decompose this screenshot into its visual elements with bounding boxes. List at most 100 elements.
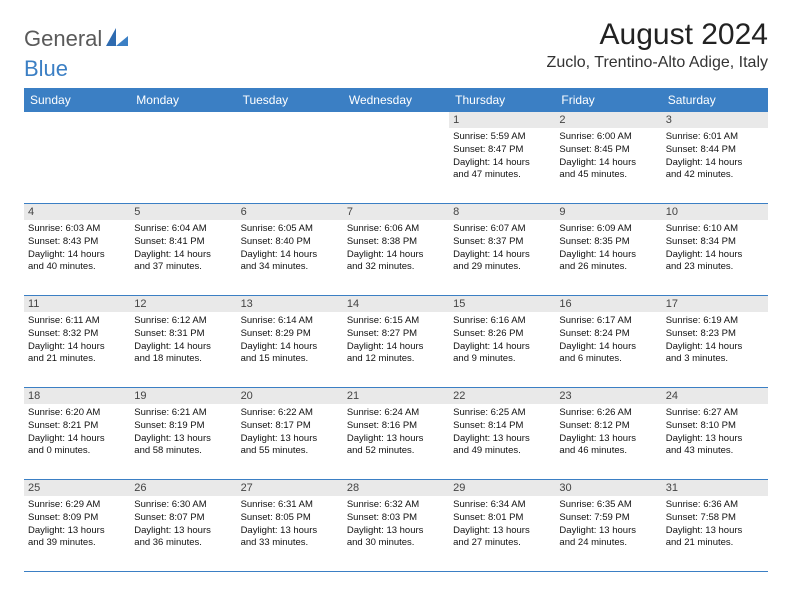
day-info: Sunrise: 6:24 AMSunset: 8:16 PMDaylight:… xyxy=(347,407,445,458)
sunset-text: Sunset: 8:34 PM xyxy=(666,236,764,249)
daylight-text-1: Daylight: 14 hours xyxy=(347,341,445,354)
day-info: Sunrise: 6:11 AMSunset: 8:32 PMDaylight:… xyxy=(28,315,126,366)
sunset-text: Sunset: 8:03 PM xyxy=(347,512,445,525)
day-info: Sunrise: 6:15 AMSunset: 8:27 PMDaylight:… xyxy=(347,315,445,366)
daylight-text-1: Daylight: 13 hours xyxy=(453,525,551,538)
daylight-text-1: Daylight: 13 hours xyxy=(28,525,126,538)
calendar-cell: 3Sunrise: 6:01 AMSunset: 8:44 PMDaylight… xyxy=(662,112,768,204)
sunrise-text: Sunrise: 6:36 AM xyxy=(666,499,764,512)
title-block: August 2024 Zuclo, Trentino-Alto Adige, … xyxy=(547,18,768,72)
day-number: 3 xyxy=(662,112,768,128)
daylight-text-1: Daylight: 14 hours xyxy=(28,341,126,354)
sunrise-text: Sunrise: 6:05 AM xyxy=(241,223,339,236)
calendar-cell: 21 Sunrise: 6:24 AMSunset: 8:16 PMDayligh… xyxy=(343,388,449,480)
daylight-text-2: and 45 minutes. xyxy=(559,169,657,182)
sunset-text: Sunset: 8:44 PM xyxy=(666,144,764,157)
calendar-cell: 13Sunrise: 6:14 AMSunset: 8:29 PMDayligh… xyxy=(237,296,343,388)
daylight-text-2: and 15 minutes. xyxy=(241,353,339,366)
sunset-text: Sunset: 8:32 PM xyxy=(28,328,126,341)
daylight-text-2: and 32 minutes. xyxy=(347,261,445,274)
day-number: 25 xyxy=(24,480,130,496)
day-number: 9 xyxy=(555,204,661,220)
day-info: Sunrise: 6:14 AMSunset: 8:29 PMDaylight:… xyxy=(241,315,339,366)
day-number: 14 xyxy=(343,296,449,312)
calendar-cell: 16Sunrise: 6:17 AMSunset: 8:24 PMDayligh… xyxy=(555,296,661,388)
daylight-text-2: and 0 minutes. xyxy=(28,445,126,458)
sunset-text: Sunset: 8:31 PM xyxy=(134,328,232,341)
daylight-text-2: and 42 minutes. xyxy=(666,169,764,182)
sunrise-text: Sunrise: 6:32 AM xyxy=(347,499,445,512)
sunrise-text: Sunrise: 6:35 AM xyxy=(559,499,657,512)
day-number: 22 xyxy=(449,388,555,404)
daylight-text-2: and 3 minutes. xyxy=(666,353,764,366)
sunrise-text: Sunrise: 6:27 AM xyxy=(666,407,764,420)
calendar-page: General August 2024 Zuclo, Trentino-Alto… xyxy=(0,0,792,582)
day-number: 20 xyxy=(237,388,343,404)
sunset-text: Sunset: 8:35 PM xyxy=(559,236,657,249)
day-number: 23 xyxy=(555,388,661,404)
sunrise-text: Sunrise: 6:07 AM xyxy=(453,223,551,236)
calendar-cell: 1Sunrise: 5:59 AMSunset: 8:47 PMDaylight… xyxy=(449,112,555,204)
daylight-text-1: Daylight: 14 hours xyxy=(559,249,657,262)
day-info: Sunrise: 6:29 AMSunset: 8:09 PMDaylight:… xyxy=(28,499,126,550)
sunset-text: Sunset: 8:27 PM xyxy=(347,328,445,341)
calendar-cell: 6 Sunrise: 6:05 AMSunset: 8:40 PMDaylight… xyxy=(237,204,343,296)
daylight-text-2: and 9 minutes. xyxy=(453,353,551,366)
weekday-mon: Monday xyxy=(130,88,236,112)
calendar-cell: 5Sunrise: 6:04 AMSunset: 8:41 PMDaylight… xyxy=(130,204,236,296)
day-info: Sunrise: 5:59 AMSunset: 8:47 PMDaylight:… xyxy=(453,131,551,182)
sunset-text: Sunset: 7:58 PM xyxy=(666,512,764,525)
daylight-text-1: Daylight: 14 hours xyxy=(28,433,126,446)
logo-word1: General xyxy=(24,26,102,52)
sunset-text: Sunset: 8:37 PM xyxy=(453,236,551,249)
day-number: 15 xyxy=(449,296,555,312)
sunset-text: Sunset: 8:10 PM xyxy=(666,420,764,433)
day-number: 21 xyxy=(343,388,449,404)
sunset-text: Sunset: 7:59 PM xyxy=(559,512,657,525)
calendar-cell: 23 Sunrise: 6:26 AMSunset: 8:12 PMDayligh… xyxy=(555,388,661,480)
weekday-sun: Sunday xyxy=(24,88,130,112)
sunset-text: Sunset: 8:24 PM xyxy=(559,328,657,341)
day-number: 7 xyxy=(343,204,449,220)
weekday-header: Sunday Monday Tuesday Wednesday Thursday… xyxy=(24,88,768,112)
daylight-text-1: Daylight: 13 hours xyxy=(347,433,445,446)
day-info: Sunrise: 6:26 AMSunset: 8:12 PMDaylight:… xyxy=(559,407,657,458)
day-info: Sunrise: 6:31 AMSunset: 8:05 PMDaylight:… xyxy=(241,499,339,550)
daylight-text-2: and 18 minutes. xyxy=(134,353,232,366)
sunrise-text: Sunrise: 6:04 AM xyxy=(134,223,232,236)
day-number: 4 xyxy=(24,204,130,220)
sunrise-text: Sunrise: 6:19 AM xyxy=(666,315,764,328)
day-number: 31 xyxy=(662,480,768,496)
day-number: 2 xyxy=(555,112,661,128)
daylight-text-2: and 52 minutes. xyxy=(347,445,445,458)
daylight-text-2: and 43 minutes. xyxy=(666,445,764,458)
daylight-text-2: and 55 minutes. xyxy=(241,445,339,458)
sunset-text: Sunset: 8:41 PM xyxy=(134,236,232,249)
weekday-sat: Saturday xyxy=(662,88,768,112)
calendar-cell: 27Sunrise: 6:31 AMSunset: 8:05 PMDayligh… xyxy=(237,480,343,572)
daylight-text-1: Daylight: 14 hours xyxy=(666,157,764,170)
sunset-text: Sunset: 8:45 PM xyxy=(559,144,657,157)
day-info: Sunrise: 6:21 AMSunset: 8:19 PMDaylight:… xyxy=(134,407,232,458)
day-info: Sunrise: 6:36 AMSunset: 7:58 PMDaylight:… xyxy=(666,499,764,550)
weekday-fri: Friday xyxy=(555,88,661,112)
day-info: Sunrise: 6:16 AMSunset: 8:26 PMDaylight:… xyxy=(453,315,551,366)
daylight-text-1: Daylight: 14 hours xyxy=(666,341,764,354)
daylight-text-1: Daylight: 13 hours xyxy=(134,433,232,446)
day-info: Sunrise: 6:05 AMSunset: 8:40 PMDaylight:… xyxy=(241,223,339,274)
calendar-cell: 22Sunrise: 6:25 AMSunset: 8:14 PMDayligh… xyxy=(449,388,555,480)
day-info: Sunrise: 6:20 AMSunset: 8:21 PMDaylight:… xyxy=(28,407,126,458)
calendar-cell: 26Sunrise: 6:30 AMSunset: 8:07 PMDayligh… xyxy=(130,480,236,572)
day-number: 5 xyxy=(130,204,236,220)
day-number: 6 xyxy=(237,204,343,220)
day-info: Sunrise: 6:07 AMSunset: 8:37 PMDaylight:… xyxy=(453,223,551,274)
calendar-cell: 19Sunrise: 6:21 AMSunset: 8:19 PMDayligh… xyxy=(130,388,236,480)
sunset-text: Sunset: 8:47 PM xyxy=(453,144,551,157)
daylight-text-2: and 23 minutes. xyxy=(666,261,764,274)
sunrise-text: Sunrise: 6:06 AM xyxy=(347,223,445,236)
calendar-cell: 7Sunrise: 6:06 AMSunset: 8:38 PMDaylight… xyxy=(343,204,449,296)
daylight-text-2: and 21 minutes. xyxy=(28,353,126,366)
day-number: 12 xyxy=(130,296,236,312)
weekday-wed: Wednesday xyxy=(343,88,449,112)
calendar-cell: 31 Sunrise: 6:36 AMSunset: 7:58 PMDayligh… xyxy=(662,480,768,572)
